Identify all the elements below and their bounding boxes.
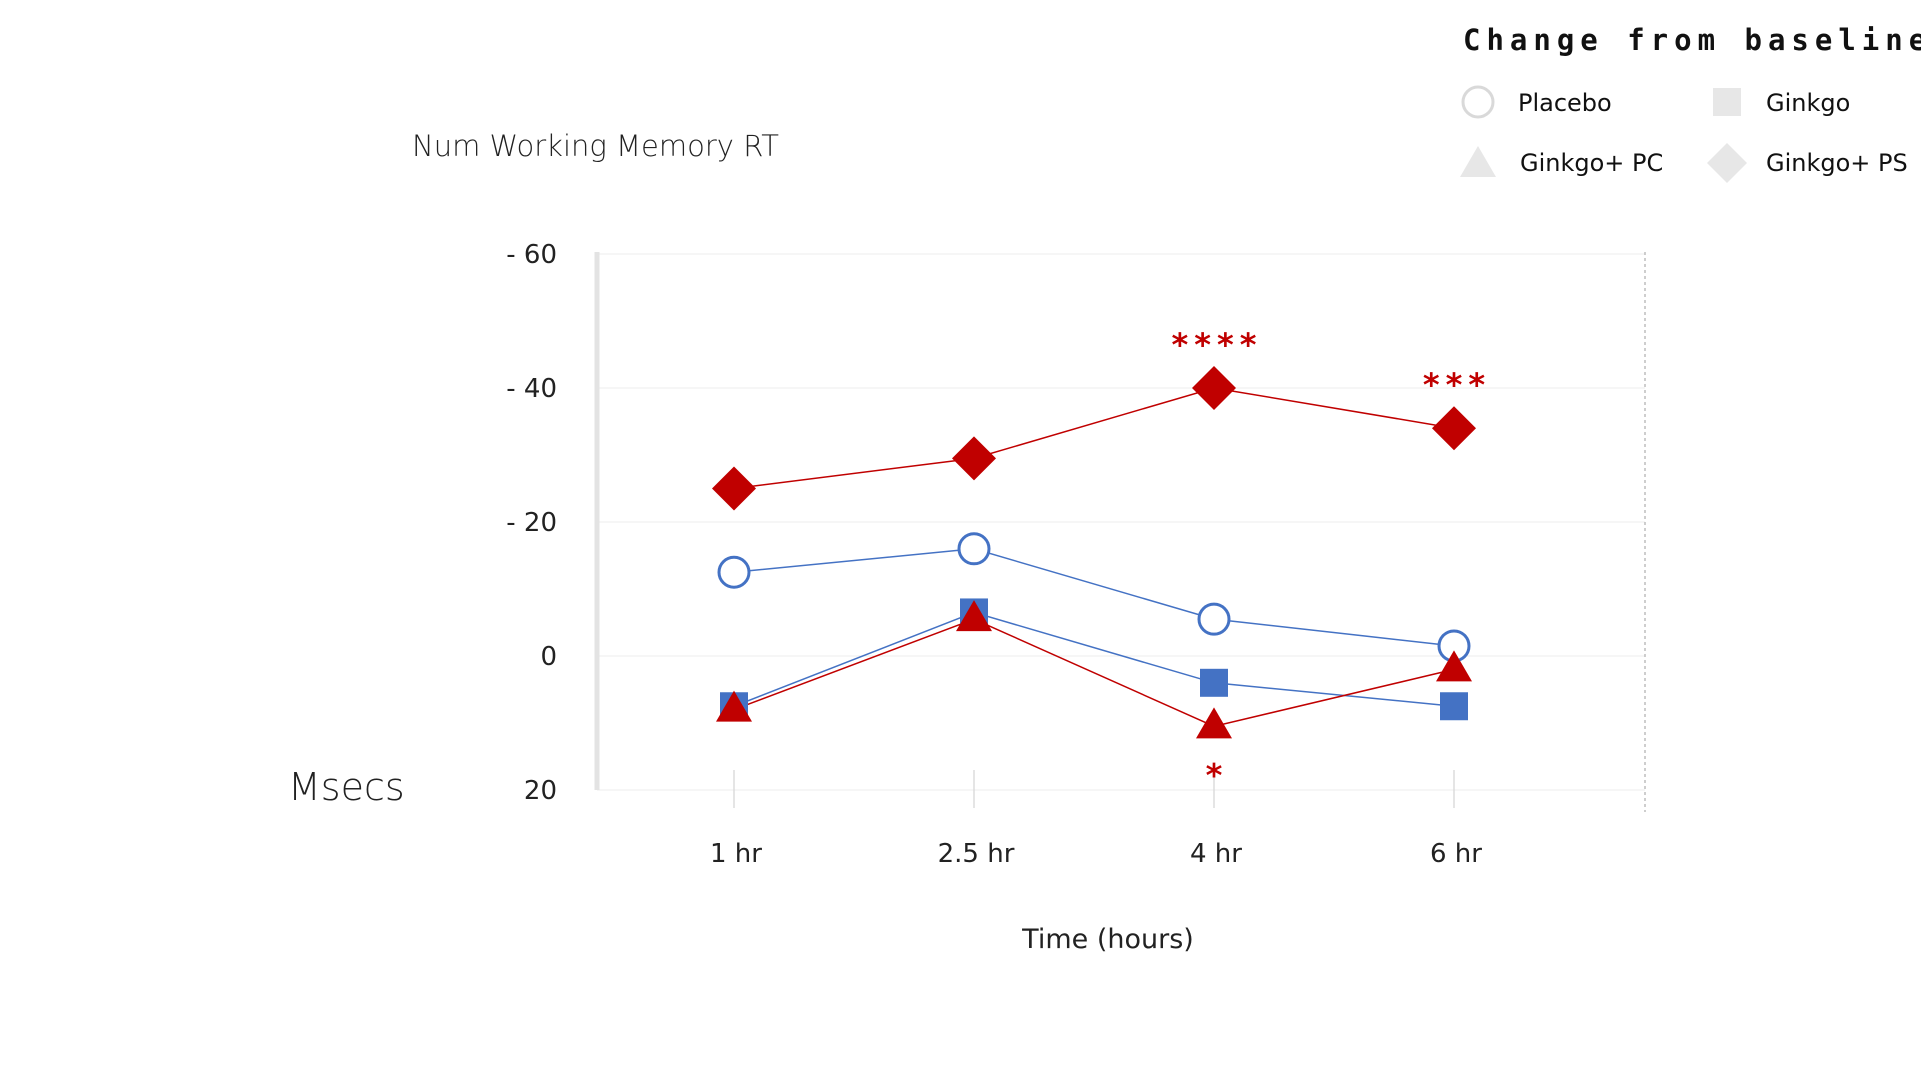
point-ginkgo-ps (1432, 406, 1476, 451)
legend-marker-ginkgo (1713, 88, 1741, 116)
point-ginkgo-pc (1436, 650, 1472, 682)
point-placebo (1197, 602, 1231, 636)
point-placebo (957, 532, 991, 566)
significance-annotation: * (1206, 756, 1229, 794)
legend-label-ginkgo-ps: Ginkgo+ PS (1766, 149, 1908, 177)
x-tick-label: 2.5 hr (938, 839, 1015, 869)
series-line-ginkgo (733, 611, 1455, 707)
significance-annotation: *** (1423, 366, 1491, 404)
significance-annotation: **** (1172, 326, 1263, 364)
y-tick-label: - 40 (506, 374, 557, 404)
series-line-placebo (733, 548, 1455, 647)
legend-marker-ginkgo-ps (1707, 143, 1747, 183)
point-ginkgo-pc (1196, 707, 1232, 739)
point-ginkgo-ps (712, 466, 756, 511)
legend-title: Change from baseline (1463, 23, 1921, 57)
plot-area: 200- 20- 40- 601 hr 2.5 hr 4 hr 6 hr*******… (506, 240, 1646, 869)
y-tick-label: 20 (524, 776, 557, 806)
point-placebo (717, 555, 751, 589)
point-ginkgo-pc (716, 690, 752, 722)
point-ginkgo-ps (952, 436, 996, 481)
x-tick-label: 4 hr (1190, 839, 1242, 869)
legend: Change from baseline Placebo Ginkgo Gink… (1460, 23, 1921, 183)
x-tick-label: 1 hr (710, 839, 762, 869)
point-ginkgo (1200, 668, 1228, 697)
point-ginkgo-ps (1192, 366, 1236, 410)
legend-marker-placebo (1461, 85, 1495, 119)
point-ginkgo-pc (956, 600, 992, 632)
legend-label-placebo: Placebo (1518, 89, 1612, 117)
legend-label-ginkgo-pc: Ginkgo+ PC (1520, 149, 1663, 177)
legend-label-ginkgo: Ginkgo (1766, 89, 1850, 117)
y-tick-label: 0 (540, 642, 557, 672)
chart-title: Num Working Memory RT (412, 129, 779, 163)
x-tick-label: 6 hr (1430, 839, 1482, 869)
y-axis-title: Msecs (288, 765, 405, 809)
point-ginkgo (1440, 692, 1468, 721)
y-tick-label: - 60 (506, 240, 557, 270)
x-axis-title: Time (hours) (1021, 924, 1194, 955)
y-tick-label: - 20 (506, 508, 557, 538)
series-line-ginkgo-ps (733, 387, 1455, 490)
series-line-ginkgo-pc (733, 618, 1455, 728)
legend-marker-ginkgo-pc (1460, 146, 1496, 177)
